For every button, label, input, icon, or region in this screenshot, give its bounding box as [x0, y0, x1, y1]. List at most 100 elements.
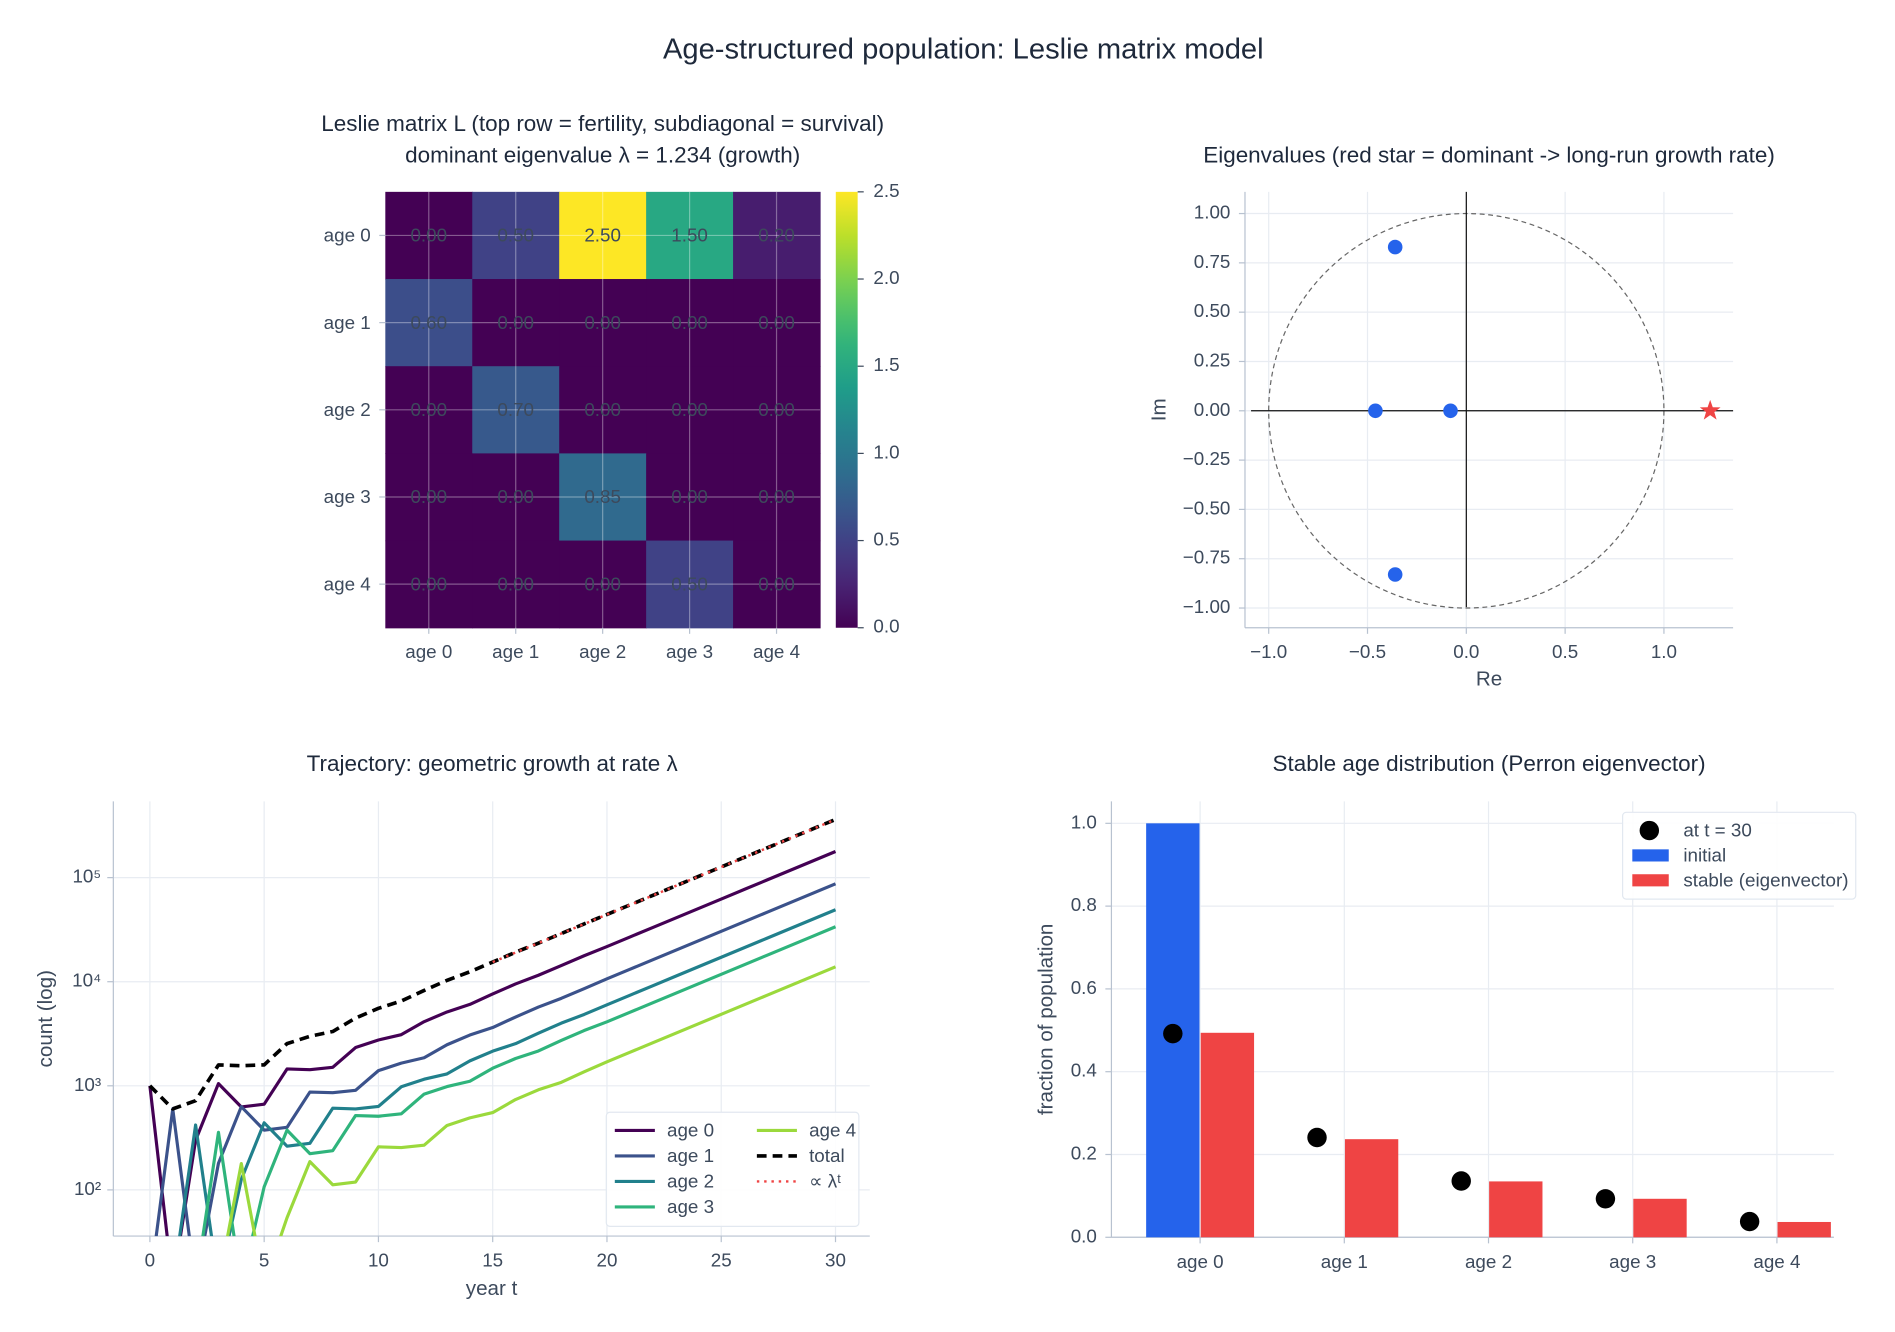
cell-label: 0.00 [671, 486, 708, 507]
y-tick-label: 10⁴ [72, 970, 101, 991]
x-tick-label: 0 [145, 1250, 155, 1271]
y-tick-label: 0.75 [1194, 251, 1231, 272]
heatmap-cell [646, 191, 734, 280]
cell-label: 0.00 [410, 486, 447, 507]
colorbar-tick-label: 1.0 [873, 441, 899, 462]
y-tick-label: −0.75 [1183, 547, 1231, 568]
heatmap-cell [472, 366, 560, 454]
figure-title: Age-structured population: Leslie matrix… [663, 34, 1264, 66]
legend-label: stable (eigenvector) [1683, 869, 1848, 890]
legend-label: total [809, 1145, 845, 1166]
cell-label: 0.50 [497, 225, 534, 246]
y-axis-label: Im [1147, 398, 1170, 421]
heatmap-cell [646, 366, 734, 454]
y-tick-label: 10² [74, 1178, 101, 1199]
heatmap-cell [646, 453, 734, 542]
series-line [201, 925, 837, 1237]
series-line [178, 908, 837, 1237]
x-tick-label: age 4 [1753, 1251, 1800, 1272]
legend-label: age 1 [667, 1145, 714, 1166]
x-tick-label: age 2 [579, 641, 626, 662]
y-tick-label: −1.00 [1183, 596, 1231, 617]
legend-label: at t = 30 [1683, 820, 1752, 841]
cell-label: 0.85 [584, 486, 621, 507]
cell-label: 0.00 [584, 312, 621, 333]
y-tick-label: 0.2 [1071, 1142, 1097, 1163]
heatmap-cell [472, 191, 560, 280]
point [1739, 1211, 1760, 1232]
colorbar-tick-label: 1.5 [873, 354, 899, 375]
heatmap-cell [733, 366, 821, 454]
x-tick-label: 1.0 [1651, 641, 1677, 662]
legend-swatch [1632, 874, 1669, 887]
point [1307, 1127, 1327, 1148]
heatmap-cell [385, 540, 473, 629]
cell-label: 0.00 [671, 312, 708, 333]
cell-label: 0.00 [497, 573, 534, 594]
cell-label: 0.00 [497, 486, 534, 507]
colorbar-tick-label: 0.0 [873, 616, 899, 637]
legend-label: initial [1683, 845, 1726, 866]
legend-label: age 2 [667, 1171, 714, 1192]
y-tick-label: 0.0 [1071, 1225, 1097, 1246]
x-tick-label: −1.0 [1250, 641, 1287, 662]
cell-label: 0.00 [410, 225, 447, 246]
series-line [492, 818, 836, 964]
x-axis-label: Re [1476, 667, 1502, 690]
heatmap-cell [646, 279, 734, 367]
y-tick-label: 1.0 [1071, 811, 1097, 832]
y-axis-label: count (log) [34, 970, 57, 1067]
cell-label: 0.60 [410, 312, 447, 333]
heatmap-cell [559, 191, 647, 280]
x-tick-label: age 2 [1465, 1251, 1512, 1272]
colorbar-tick-label: 2.0 [873, 267, 899, 288]
bar [1489, 1181, 1543, 1238]
legend-label: ∝ λᵗ [809, 1171, 841, 1192]
x-tick-label: age 3 [1609, 1251, 1656, 1272]
x-tick-label: age 0 [405, 641, 452, 662]
cell-label: 0.00 [671, 399, 708, 420]
cell-label: 0.00 [497, 312, 534, 333]
y-tick-label: 1.00 [1194, 202, 1231, 223]
heatmap-cell [733, 279, 821, 367]
point [1451, 1171, 1471, 1191]
series-line [226, 965, 837, 1237]
cell-label: 0.00 [758, 399, 795, 420]
chart-title: Stable age distribution (Perron eigenvec… [1272, 751, 1705, 776]
eigenvalue-point [1387, 239, 1403, 255]
legend-box [1621, 811, 1857, 900]
legend-swatch [1639, 820, 1660, 841]
chart-title: Eigenvalues (red star = dominant -> long… [1203, 143, 1775, 168]
x-tick-label: age 0 [1177, 1251, 1224, 1272]
x-axis-label: year t [466, 1277, 518, 1300]
heatmap-cell [385, 191, 473, 280]
eigenvalue-point [1387, 567, 1403, 582]
colorbar-tick-label: 2.5 [873, 180, 899, 201]
y-axis-label: fraction of population [1035, 924, 1058, 1116]
y-tick-label: age 2 [324, 399, 371, 420]
colorbar [835, 191, 858, 628]
y-tick-label: 0.6 [1071, 977, 1097, 998]
heatmap-cell [385, 279, 473, 367]
heatmap-cell [385, 366, 473, 454]
x-tick-label: 0.5 [1552, 641, 1578, 662]
cell-label: 0.00 [758, 573, 795, 594]
cell-label: 0.20 [758, 225, 795, 246]
y-tick-label: age 1 [324, 312, 371, 333]
cell-label: 0.00 [584, 573, 621, 594]
heatmap-cell [646, 540, 734, 629]
heatmap-cell [559, 279, 647, 367]
legend-box [605, 1111, 860, 1227]
heatmap-cell [733, 191, 821, 280]
heatmap-cell [733, 453, 821, 542]
cell-label: 0.00 [584, 399, 621, 420]
legend-label: age 4 [809, 1120, 856, 1141]
x-tick-label: 25 [711, 1250, 732, 1271]
colorbar-tick-label: 0.5 [873, 529, 899, 550]
x-tick-label: age 1 [492, 641, 539, 662]
y-tick-label: −0.50 [1183, 497, 1231, 518]
cell-label: 2.50 [584, 225, 621, 246]
legend-label: age 0 [667, 1120, 714, 1141]
chart-title: Leslie matrix L (top row = fertility, su… [321, 111, 884, 136]
chart-title: Trajectory: geometric growth at rate λ [307, 751, 679, 776]
